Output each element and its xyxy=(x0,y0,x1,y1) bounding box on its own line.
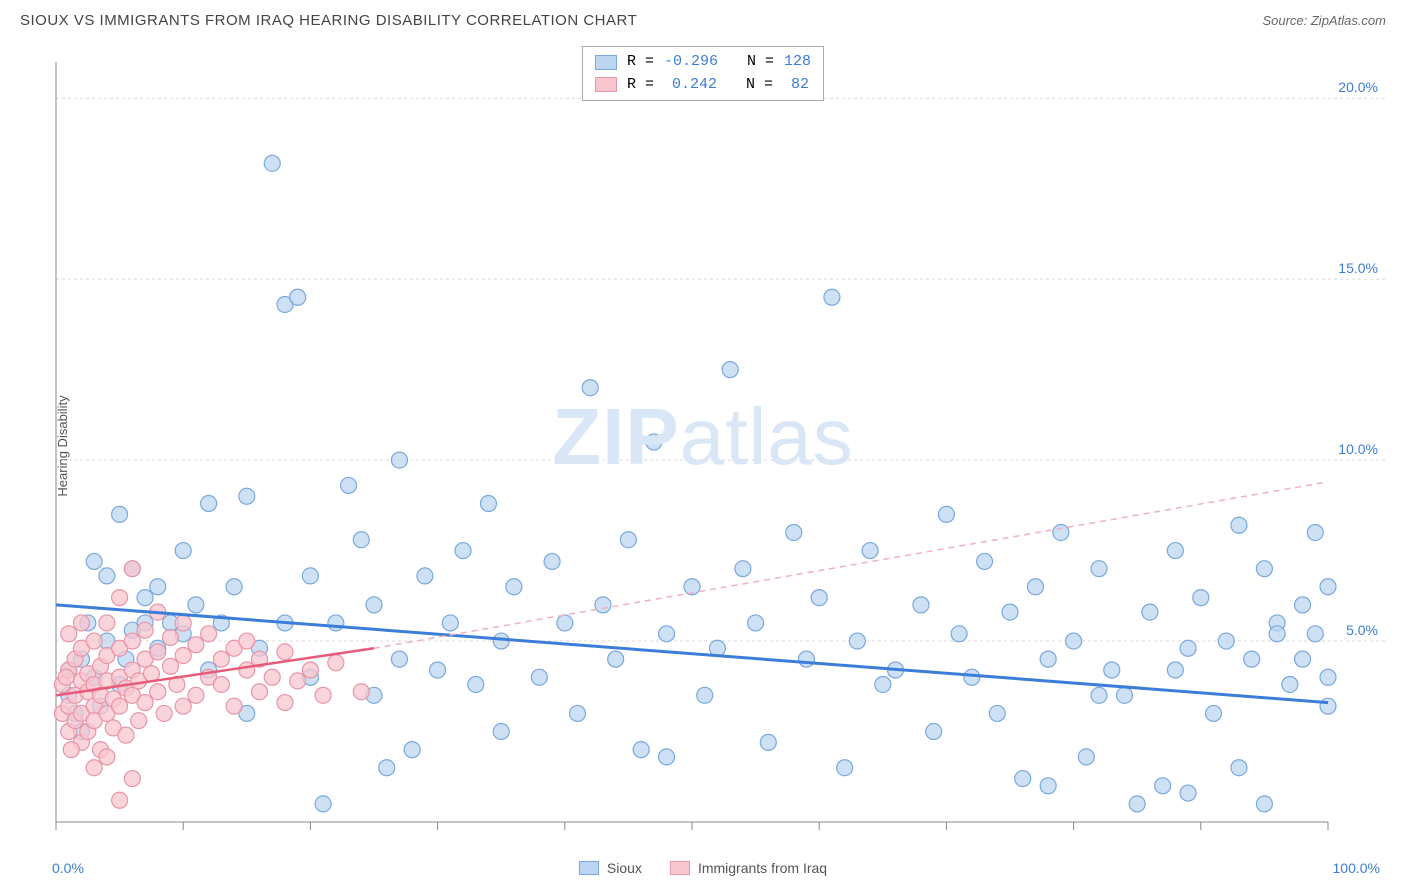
iraq-label: Immigrants from Iraq xyxy=(698,860,827,876)
svg-text:20.0%: 20.0% xyxy=(1338,79,1378,95)
sioux-swatch xyxy=(595,55,617,70)
sioux-r-value: -0.296 xyxy=(664,51,718,74)
scatter-chart: 5.0% 10.0% 15.0% 20.0% xyxy=(48,42,1386,852)
sioux-swatch-icon xyxy=(579,861,599,875)
sioux-n-value: 128 xyxy=(784,51,811,74)
plot-area: 5.0% 10.0% 15.0% 20.0% xyxy=(48,42,1386,852)
iraq-swatch xyxy=(595,77,617,92)
chart-title: SIOUX VS IMMIGRANTS FROM IRAQ HEARING DI… xyxy=(20,12,637,29)
svg-text:15.0%: 15.0% xyxy=(1338,260,1378,276)
x-axis-max: 100.0% xyxy=(1333,860,1380,876)
chart-header: SIOUX VS IMMIGRANTS FROM IRAQ HEARING DI… xyxy=(20,12,1386,29)
legend-item-sioux: Sioux xyxy=(579,860,642,876)
legend-row-sioux: R = -0.296 N = 128 xyxy=(595,51,811,74)
x-axis-min: 0.0% xyxy=(52,860,84,876)
iraq-r-value: 0.242 xyxy=(672,74,717,97)
correlation-legend: R = -0.296 N = 128 R = 0.242 N = 82 xyxy=(582,46,824,101)
sioux-label: Sioux xyxy=(607,860,642,876)
source-link[interactable]: ZipAtlas.com xyxy=(1311,13,1386,28)
iraq-swatch-icon xyxy=(670,861,690,875)
chart-source: Source: ZipAtlas.com xyxy=(1262,13,1386,28)
legend-item-iraq: Immigrants from Iraq xyxy=(670,860,827,876)
svg-text:10.0%: 10.0% xyxy=(1338,441,1378,457)
legend-row-iraq: R = 0.242 N = 82 xyxy=(595,74,811,97)
iraq-n-value: 82 xyxy=(791,74,809,97)
series-legend: Sioux Immigrants from Iraq xyxy=(579,860,827,876)
svg-text:5.0%: 5.0% xyxy=(1346,622,1378,638)
